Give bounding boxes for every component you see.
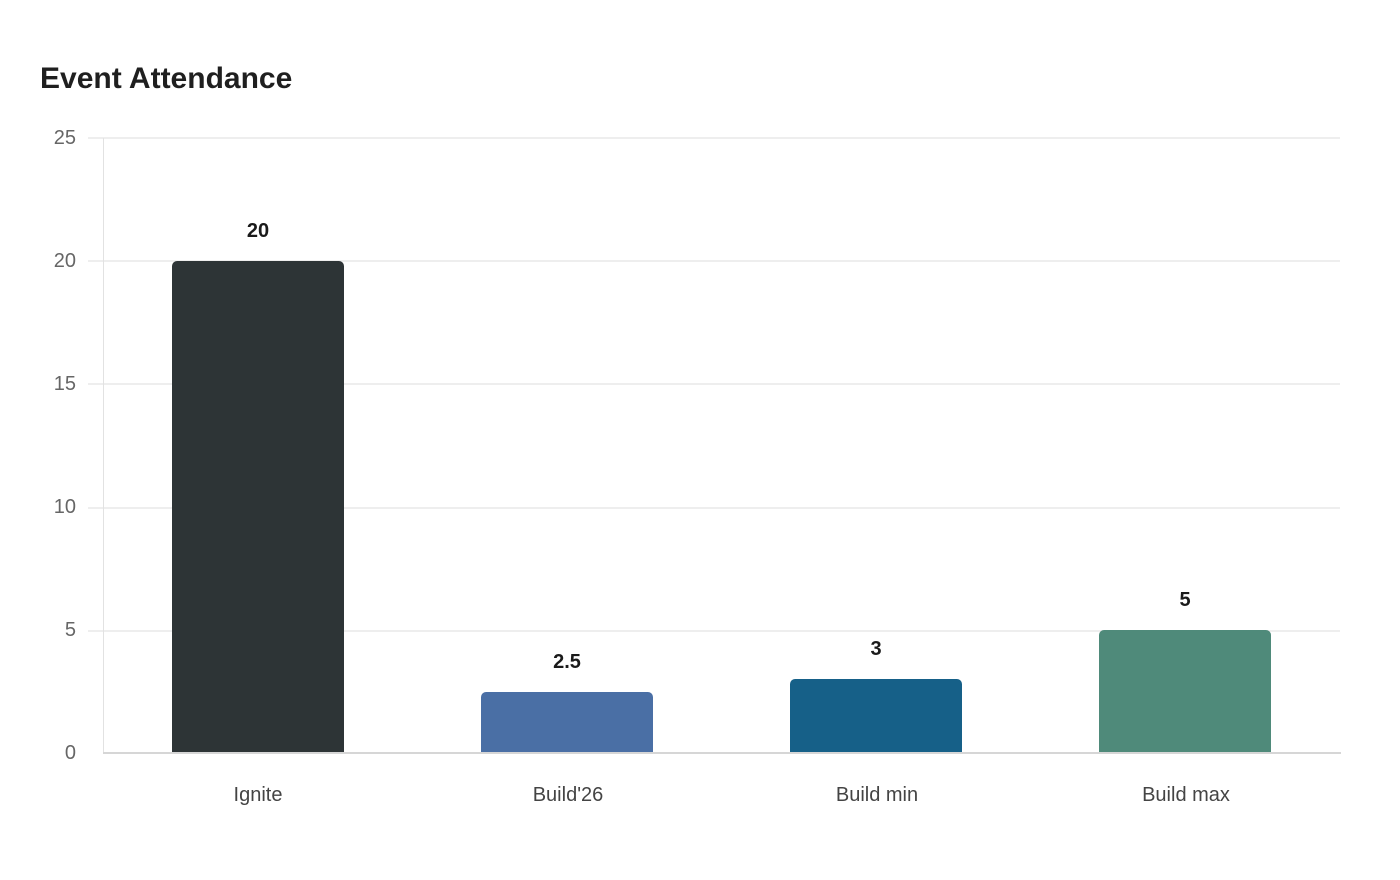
bar-value-label: 2.5 bbox=[553, 650, 581, 673]
x-tick-label: Build min bbox=[835, 784, 919, 806]
y-axis bbox=[103, 138, 104, 754]
y-tick-label: 5 bbox=[64, 619, 76, 641]
x-axis bbox=[103, 752, 1341, 754]
bar-build-min[interactable] bbox=[790, 679, 962, 753]
x-tick-label: Build max bbox=[1142, 784, 1230, 806]
y-tick-label: 15 bbox=[53, 373, 76, 395]
gridline-25 bbox=[88, 137, 1340, 139]
bar-value-label: 3 bbox=[870, 638, 882, 661]
gridline-15 bbox=[88, 383, 1340, 385]
chart-title: Event Attendance bbox=[40, 62, 293, 95]
bar-value-label: 20 bbox=[246, 220, 270, 242]
y-tick-label: 10 bbox=[53, 496, 76, 518]
bar-ignite[interactable] bbox=[172, 261, 344, 753]
x-tick-label: Ignite bbox=[233, 784, 283, 806]
y-tick-label: 0 bbox=[64, 742, 76, 764]
bar-build26[interactable] bbox=[481, 691, 653, 753]
gridline-5 bbox=[88, 630, 1340, 632]
gridline-20 bbox=[88, 260, 1340, 262]
x-tick-label: Build'26 bbox=[532, 784, 604, 806]
y-tick-label: 25 bbox=[53, 127, 76, 149]
bar-build-max[interactable] bbox=[1099, 630, 1271, 753]
bar-value-label: 5 bbox=[1179, 589, 1191, 611]
gridline-10 bbox=[88, 507, 1340, 509]
y-tick-label: 20 bbox=[53, 250, 76, 272]
